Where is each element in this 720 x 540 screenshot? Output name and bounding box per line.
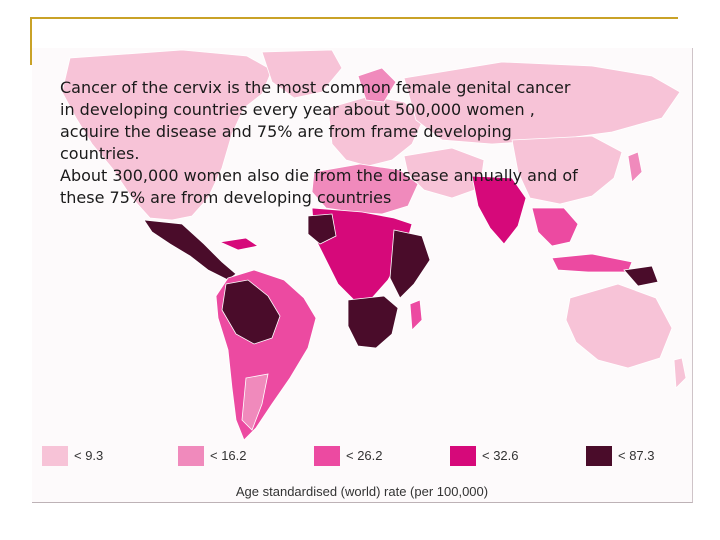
map-legend: < 9.3 < 16.2 < 26.2 < 32.6 < 87.3: [42, 446, 682, 470]
greenland: [261, 49, 343, 99]
world-map: [61, 49, 687, 441]
south-america-south: [241, 373, 269, 431]
world-map-panel: Cancer of the cervix is the most common …: [32, 48, 693, 503]
legend-label-3: < 26.2: [346, 448, 383, 463]
africa-south: [347, 295, 399, 349]
africa-central: [311, 207, 413, 301]
europe: [327, 95, 425, 167]
legend-label-5: < 87.3: [618, 448, 655, 463]
central-america: [143, 219, 237, 281]
legend-label-4: < 32.6: [482, 448, 519, 463]
frame-left-border: [30, 17, 32, 65]
south-america-andes: [221, 279, 281, 345]
caption-line-6: these 75% are from developing countries: [60, 188, 392, 207]
east-asia: [511, 135, 623, 205]
caption-line-1: Cancer of the cervix is the most common …: [60, 78, 571, 97]
middle-east: [403, 147, 485, 199]
legend-swatch-5: [586, 446, 612, 466]
caption-line-3: acquire the disease and 75% are from fra…: [60, 122, 512, 141]
papua: [623, 265, 659, 287]
africa-north: [311, 163, 419, 215]
legend-scale-caption: Age standardised (world) rate (per 100,0…: [235, 484, 489, 499]
caption-line-5: About 300,000 women also die from the di…: [60, 166, 578, 185]
caribbean: [218, 237, 260, 251]
new-zealand: [673, 357, 687, 389]
madagascar: [409, 299, 423, 331]
south-asia: [471, 175, 527, 245]
legend-swatch-2: [178, 446, 204, 466]
africa-west: [307, 213, 337, 245]
australia: [565, 283, 673, 369]
legend-swatch-3: [314, 446, 340, 466]
legend-label-2: < 16.2: [210, 448, 247, 463]
north-asia: [403, 61, 681, 145]
africa-east: [389, 229, 431, 299]
indonesia: [551, 253, 633, 273]
legend-swatch-1: [42, 446, 68, 466]
southeast-asia: [531, 207, 579, 247]
legend-label-1: < 9.3: [74, 448, 104, 463]
legend-swatch-4: [450, 446, 476, 466]
caption-line-4: countries.: [60, 144, 140, 163]
scandinavia: [357, 67, 397, 103]
slide-caption: Cancer of the cervix is the most common …: [60, 77, 660, 209]
japan: [627, 151, 643, 183]
frame-top-border: [30, 17, 678, 19]
caption-line-2: in developing countries every year about…: [60, 100, 535, 119]
